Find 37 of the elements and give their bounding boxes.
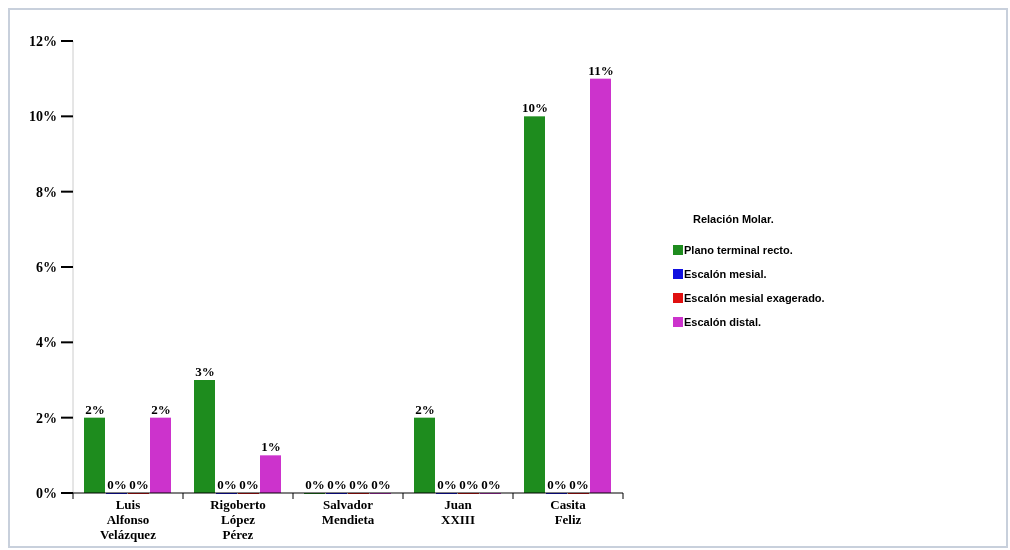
data-label: 0% xyxy=(305,477,325,492)
x-tick-label: Rigoberto López Pérez xyxy=(210,497,266,542)
x-tick-label: Juan XXIII xyxy=(441,497,475,527)
data-label: 2% xyxy=(85,401,105,417)
y-tick-label: 8% xyxy=(36,184,57,200)
legend-label: Escalón mesial. xyxy=(684,268,767,280)
data-label: 0% xyxy=(107,477,127,492)
data-label: 0% xyxy=(547,477,567,492)
data-label: 10% xyxy=(522,100,548,116)
legend-label: Escalón mesial exagerado. xyxy=(684,292,825,304)
y-tick-label: 2% xyxy=(36,410,57,426)
data-label: 0% xyxy=(437,477,457,492)
data-label: 0% xyxy=(371,477,391,492)
y-tick-label: 12% xyxy=(29,33,57,49)
data-label: 0% xyxy=(327,477,347,492)
legend-title: Relación Molar. xyxy=(693,213,774,225)
x-tick-label: Casita Feliz xyxy=(550,497,587,527)
x-tick-label: Salvador Mendieta xyxy=(321,497,375,527)
data-label: 3% xyxy=(195,364,215,379)
data-label: 11% xyxy=(588,62,614,78)
y-tick-label: 6% xyxy=(36,259,57,275)
data-label: 1% xyxy=(261,439,281,455)
data-label: 0% xyxy=(129,477,149,492)
x-tick-label: Luis Alfonso Velázquez xyxy=(100,497,157,542)
data-label: 0% xyxy=(569,477,589,492)
data-label: 0% xyxy=(349,477,369,492)
legend-label: Plano terminal recto. xyxy=(684,244,793,256)
y-tick-label: 10% xyxy=(29,109,57,125)
legend-label: Escalón distal. xyxy=(684,316,762,328)
data-label: 0% xyxy=(481,477,501,492)
data-label: 2% xyxy=(415,401,435,417)
data-label: 0% xyxy=(459,477,479,492)
data-label: 0% xyxy=(217,477,237,492)
y-tick-label: 0% xyxy=(36,485,57,501)
data-label: 2% xyxy=(151,401,171,417)
y-tick-label: 4% xyxy=(36,335,57,351)
data-label: 0% xyxy=(239,477,259,492)
